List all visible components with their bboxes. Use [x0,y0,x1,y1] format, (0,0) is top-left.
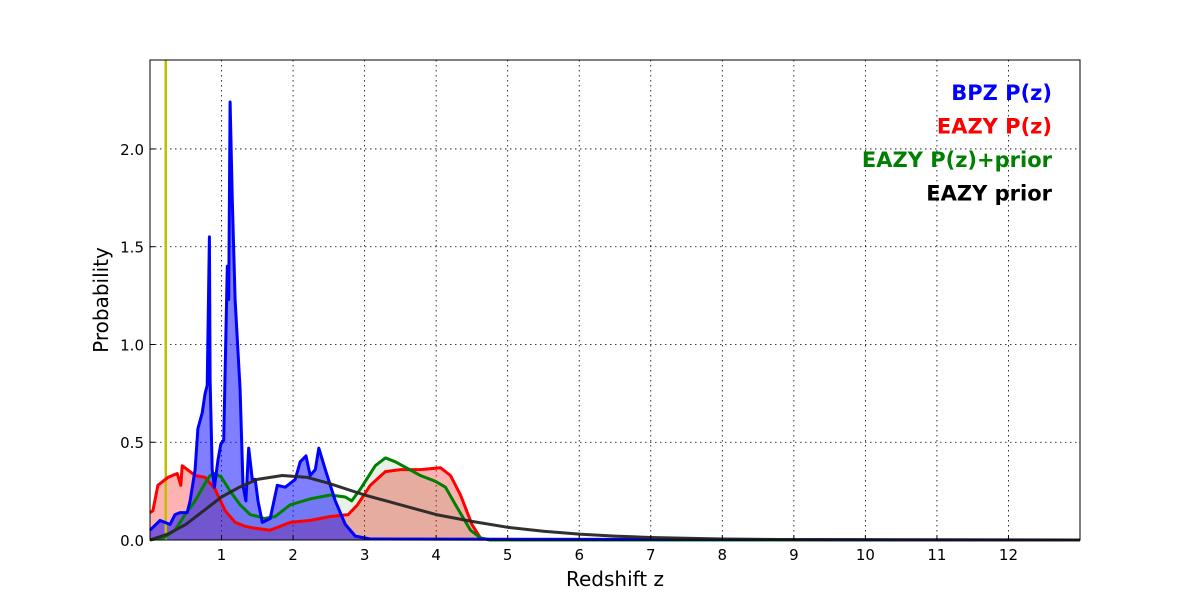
y-tick-label: 1.0 [120,336,144,354]
series-lines [148,60,1081,542]
legend-entry: BPZ P(z) [951,81,1052,105]
x-tick-label: 12 [999,546,1018,564]
x-tick-label: 1 [217,546,227,564]
legend-entry: EAZY prior [926,182,1052,206]
y-tick-label: 1.5 [120,239,144,257]
legend-entry: EAZY P(z)+prior [862,148,1053,172]
x-tick-label: 11 [927,546,946,564]
x-axis-label: Redshift z [566,567,664,591]
x-tick-label: 5 [503,546,513,564]
x-tick-label: 3 [360,546,370,564]
eazy-p-z-prior-fill [150,457,1080,540]
y-axis-label: Probability [89,247,113,353]
x-tick-label: 9 [789,546,799,564]
x-tick-label: 6 [574,546,584,564]
eazy-prior-line [149,474,1081,542]
y-tick-label: 0.5 [120,434,144,452]
x-tick-label: 4 [431,546,441,564]
eazy-p-z-line [149,464,1080,542]
eazy-p-z-prior-line [149,456,1080,542]
bpz-p-z-line [148,100,1081,542]
y-tick-label: 2.0 [120,141,144,159]
x-tick-label: 2 [288,546,298,564]
y-tick-label: 0.0 [120,532,144,550]
plot-frame [149,59,1081,541]
series-fills [150,102,1080,540]
x-tick-label: 10 [856,546,875,564]
x-tick-label: 7 [646,546,656,564]
legend: BPZ P(z) EAZY P(z) EAZY P(z)+prior EAZY pri… [862,81,1053,206]
bpz-p-z-fill [150,102,1080,540]
ticks: 1 2 3 4 5 6 7 8 9 10 11 120.00.51.01.52.0 [120,141,1018,564]
x-tick-label: 8 [718,546,728,564]
eazy-p-z-fill [150,465,1080,540]
legend-entry: EAZY P(z) [937,115,1052,139]
